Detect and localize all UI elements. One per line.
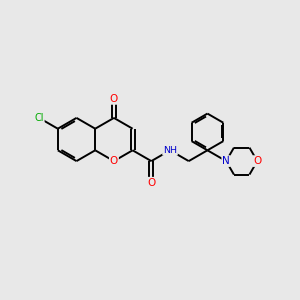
Text: N: N (222, 156, 230, 166)
Text: O: O (147, 178, 155, 188)
Text: O: O (110, 94, 118, 104)
Text: O: O (253, 156, 261, 166)
Text: Cl: Cl (34, 113, 44, 123)
Text: O: O (110, 156, 118, 166)
Text: NH: NH (163, 146, 177, 155)
